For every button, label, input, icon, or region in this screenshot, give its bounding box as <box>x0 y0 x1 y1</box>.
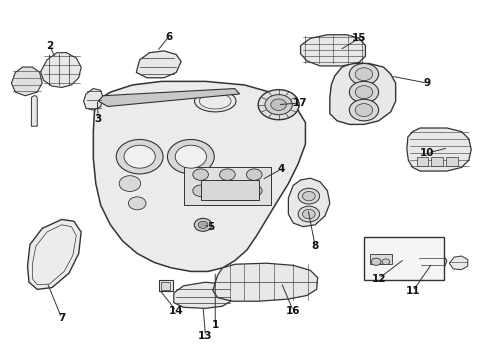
Circle shape <box>246 169 262 180</box>
Circle shape <box>192 185 208 197</box>
Text: 14: 14 <box>168 306 183 316</box>
Bar <box>161 282 169 290</box>
Polygon shape <box>288 178 329 226</box>
Polygon shape <box>27 220 81 289</box>
Circle shape <box>298 206 319 222</box>
Circle shape <box>119 176 141 192</box>
Text: 11: 11 <box>405 286 419 296</box>
Polygon shape <box>93 81 305 271</box>
Bar <box>369 253 391 264</box>
Circle shape <box>219 169 235 180</box>
Circle shape <box>354 86 372 99</box>
Circle shape <box>219 185 235 197</box>
Bar <box>159 280 172 291</box>
Bar <box>445 157 457 166</box>
Circle shape <box>270 99 286 111</box>
Circle shape <box>124 145 155 168</box>
Circle shape <box>302 210 315 219</box>
Polygon shape <box>300 35 365 66</box>
Circle shape <box>198 221 207 228</box>
Circle shape <box>348 99 378 121</box>
Bar <box>200 180 259 200</box>
Polygon shape <box>417 250 446 274</box>
Circle shape <box>194 219 211 231</box>
Text: 7: 7 <box>58 313 65 323</box>
Circle shape <box>246 185 262 197</box>
Text: 9: 9 <box>423 78 430 88</box>
Polygon shape <box>98 89 239 107</box>
Text: 17: 17 <box>293 98 307 108</box>
Circle shape <box>354 68 372 81</box>
Text: 4: 4 <box>277 164 284 174</box>
Circle shape <box>348 63 378 85</box>
Circle shape <box>258 90 299 120</box>
Circle shape <box>302 192 315 201</box>
Text: 10: 10 <box>419 148 434 158</box>
Polygon shape <box>11 67 42 96</box>
Polygon shape <box>173 282 232 309</box>
Text: 8: 8 <box>311 241 318 251</box>
Polygon shape <box>136 51 181 78</box>
Polygon shape <box>41 53 81 87</box>
Text: 2: 2 <box>46 41 53 50</box>
Polygon shape <box>31 96 37 126</box>
Text: 6: 6 <box>165 32 172 41</box>
Circle shape <box>264 95 292 115</box>
Circle shape <box>381 259 389 265</box>
Circle shape <box>175 145 206 168</box>
Text: 5: 5 <box>206 222 214 231</box>
Text: 1: 1 <box>211 320 219 330</box>
Bar <box>416 157 427 166</box>
Text: 3: 3 <box>94 114 102 124</box>
Polygon shape <box>329 63 395 125</box>
Text: 16: 16 <box>285 306 300 316</box>
Polygon shape <box>183 167 271 205</box>
Circle shape <box>192 169 208 180</box>
Circle shape <box>128 197 146 210</box>
Circle shape <box>370 258 380 265</box>
Circle shape <box>116 139 163 174</box>
Bar <box>363 237 444 280</box>
Polygon shape <box>406 128 470 171</box>
Polygon shape <box>212 263 317 301</box>
Polygon shape <box>448 256 467 270</box>
Text: 15: 15 <box>351 33 366 43</box>
Text: 12: 12 <box>370 274 385 284</box>
Circle shape <box>298 188 319 204</box>
Polygon shape <box>83 89 103 110</box>
Circle shape <box>167 139 214 174</box>
Bar <box>430 157 442 166</box>
Text: 13: 13 <box>198 331 212 341</box>
Circle shape <box>354 104 372 117</box>
Circle shape <box>348 81 378 103</box>
